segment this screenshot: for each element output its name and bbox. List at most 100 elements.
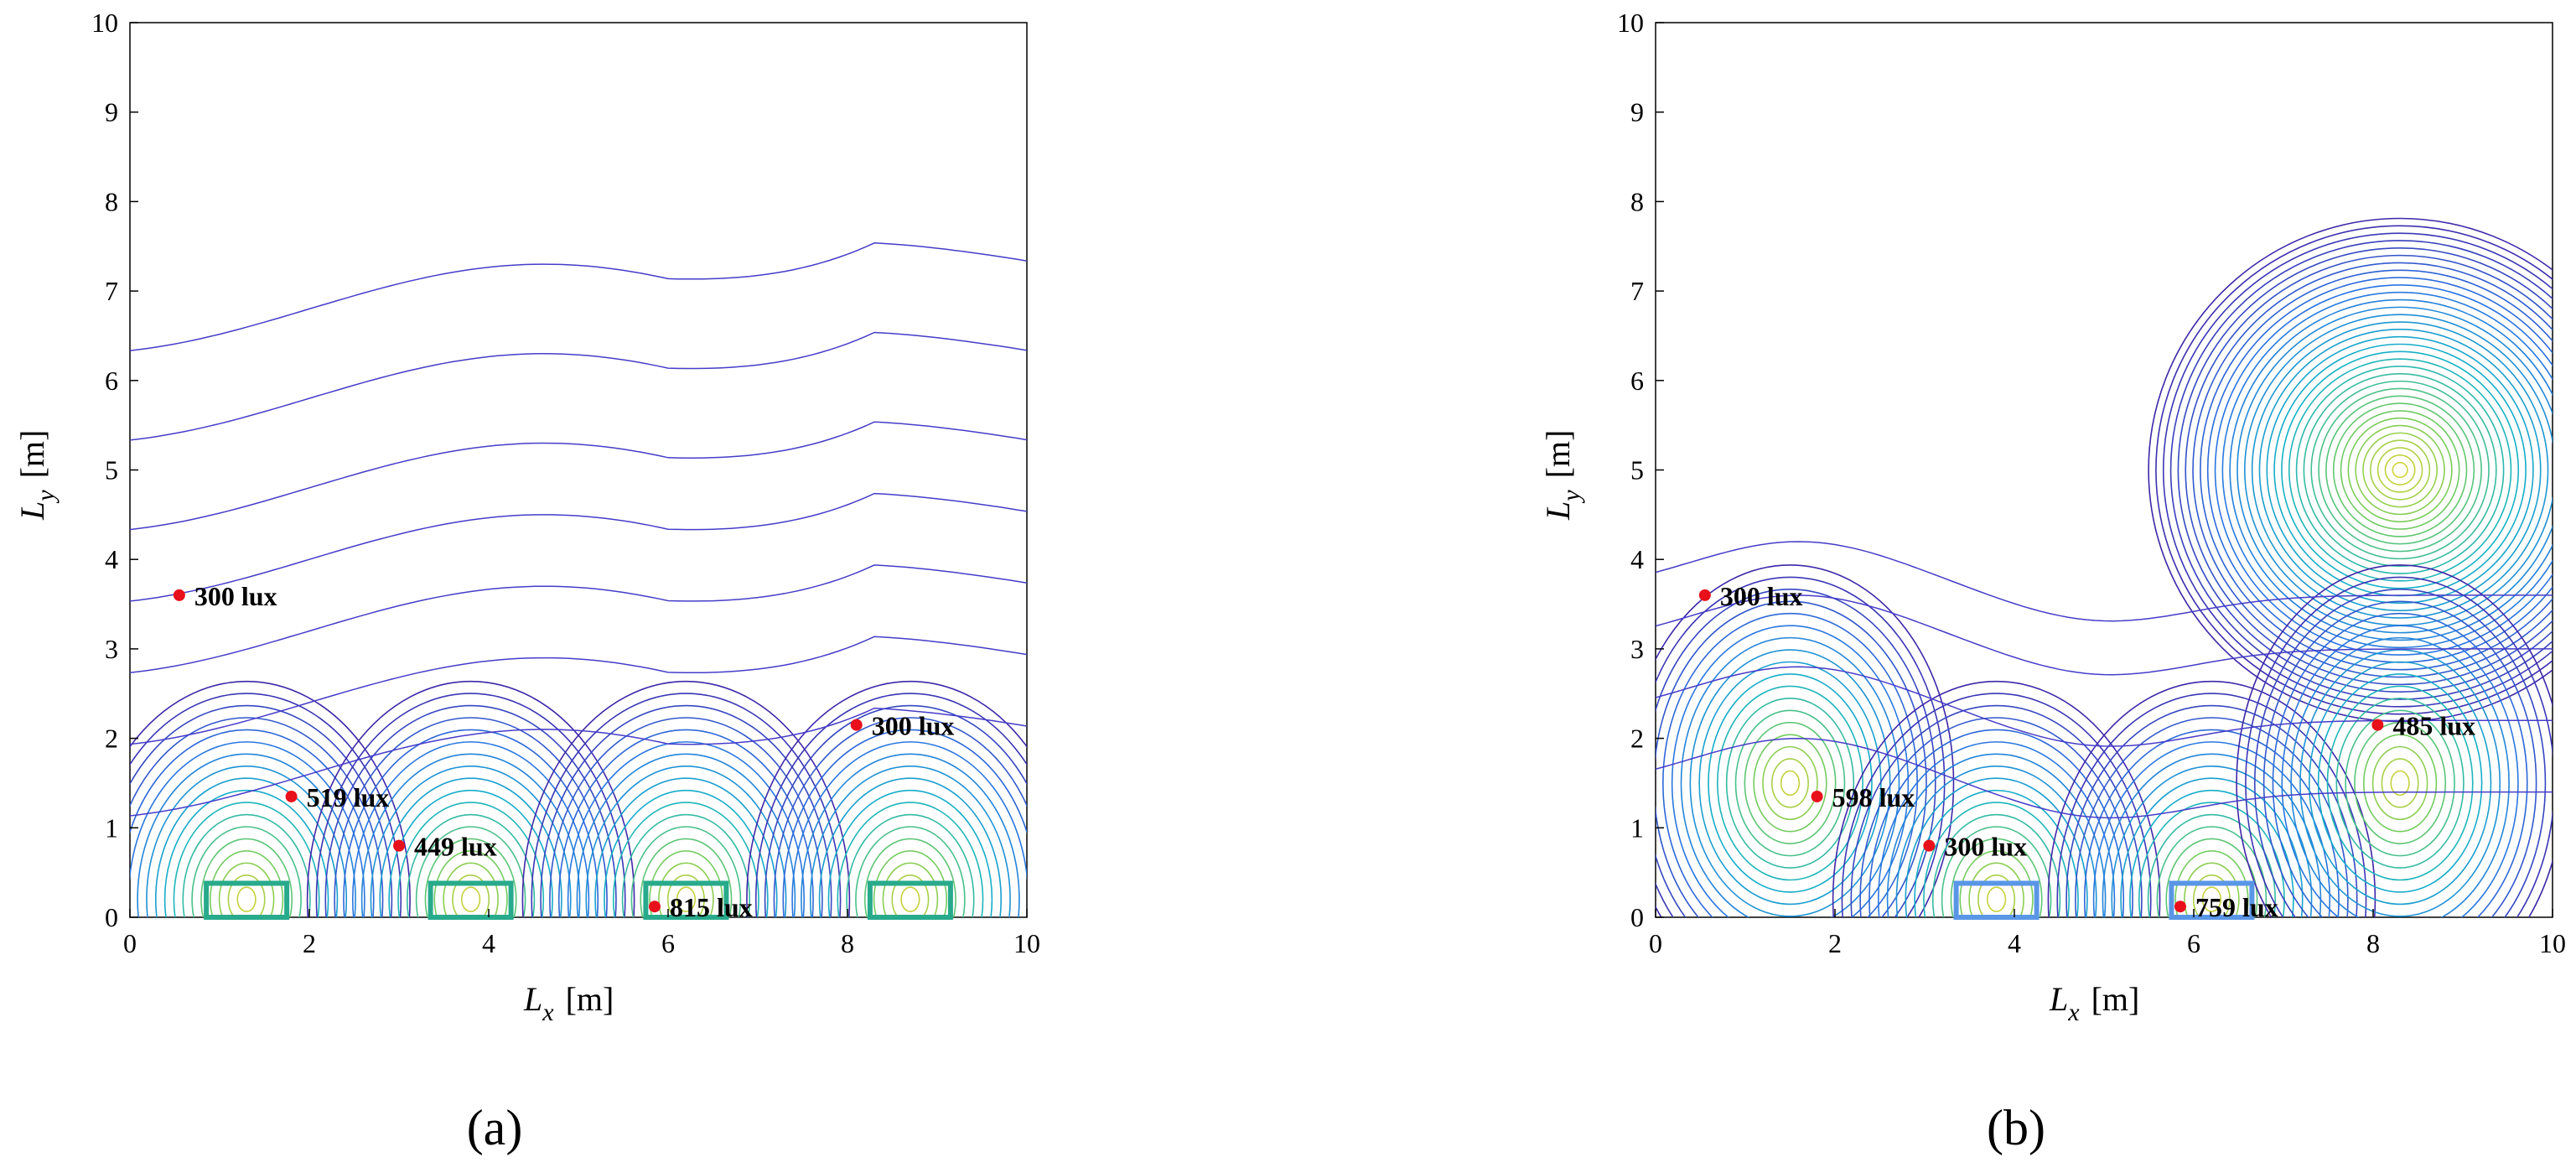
- contour-line: [2201, 886, 2222, 912]
- contour-line: [2185, 254, 2553, 686]
- contour-line: [1753, 734, 1827, 833]
- contour-line: [2177, 247, 2553, 693]
- luminaire-box: [204, 880, 290, 920]
- contour-line: [397, 802, 545, 917]
- contour-line: [2381, 758, 2419, 808]
- measurement-point: [2174, 901, 2186, 913]
- contour-line: [1656, 589, 1936, 917]
- contour-line: [443, 862, 499, 917]
- contour-line: [773, 717, 1027, 917]
- contour-line: [594, 777, 778, 917]
- contour-line: [2192, 262, 2553, 678]
- contour-line: [2065, 704, 2358, 917]
- contour-line: [2376, 447, 2423, 493]
- contour-line: [2120, 777, 2304, 917]
- x-tick-label: 10: [1013, 928, 1040, 958]
- contour-line: [2174, 850, 2249, 917]
- contour-line: [315, 693, 626, 917]
- x-tick-label: 8: [2366, 928, 2380, 958]
- contour-line: [2354, 721, 2447, 844]
- contour-line: [379, 777, 562, 917]
- y-axis-label-b: Ly[m]: [1539, 430, 1585, 521]
- contour-line: [2318, 387, 2482, 553]
- contour-line: [200, 838, 293, 917]
- contour-line: [370, 766, 572, 917]
- contour-line: [130, 729, 375, 917]
- contour-line: [1941, 826, 2052, 917]
- contour-line: [1656, 594, 2553, 676]
- contour-line: [2266, 335, 2534, 605]
- contour-line: [540, 704, 832, 917]
- contour-line: [801, 753, 1020, 917]
- contour-line: [415, 826, 526, 917]
- contour-line: [2156, 826, 2268, 917]
- contour-line: [2165, 838, 2258, 917]
- contour-line: [666, 874, 705, 917]
- contour-line: [2392, 461, 2408, 479]
- measurement-point: [285, 790, 298, 802]
- chart-panel-a: 0 2 4 6 8 10 0 1 2 3 4 5 6 7 8 9 10 300 lux 300 lux 519 l…: [13, 8, 1040, 1155]
- contour-line: [2237, 306, 2553, 634]
- contour-line: [352, 741, 590, 917]
- y-tick-label: 1: [105, 812, 118, 843]
- y-tick-label: 9: [1630, 97, 1644, 127]
- contour-line: [343, 729, 599, 917]
- contour-line: [676, 886, 697, 912]
- annotations-a: 300 lux 300 lux 519 lux 449 lux 815 lux: [173, 581, 955, 922]
- contour-line: [1708, 673, 1873, 893]
- contour-line: [130, 680, 411, 917]
- contour-line: [630, 826, 742, 917]
- contour-line: [2169, 240, 2553, 700]
- y-tick-label: 1: [1630, 812, 1644, 843]
- contour-line: [130, 242, 1027, 351]
- measurement-point: [648, 901, 661, 913]
- contours-a: [130, 242, 1027, 917]
- contour-line: [2308, 661, 2492, 906]
- contour-line: [130, 704, 393, 917]
- y-tick-label: 2: [1630, 724, 1644, 754]
- contour-line: [334, 717, 608, 917]
- contour-line: [1931, 813, 2061, 917]
- contour-line: [2355, 424, 2445, 516]
- contour-line: [855, 826, 966, 917]
- x-tick-label: 0: [123, 928, 137, 958]
- contour-line: [1762, 745, 1818, 821]
- contour-line: [621, 813, 751, 917]
- contour-line: [2262, 600, 2537, 917]
- contour-line: [2056, 693, 2367, 917]
- contour-line: [130, 717, 384, 917]
- light-sources-a: [204, 880, 953, 920]
- contour-line: [2340, 410, 2460, 530]
- lux-annotation: 300 lux: [872, 711, 955, 741]
- contour-line: [1671, 625, 1910, 917]
- contour-line: [2251, 321, 2549, 619]
- y-tick-label: 10: [1617, 8, 1644, 38]
- contour-line: [2288, 358, 2512, 582]
- panel-label-b: (b): [1987, 1100, 2045, 1155]
- contour-line: [2075, 717, 2349, 917]
- contour-line: [791, 741, 1027, 917]
- contour-line: [1878, 741, 2116, 917]
- y-tick-label: 6: [105, 366, 118, 396]
- contour-line: [2147, 813, 2277, 917]
- luminaire-box: [867, 880, 953, 920]
- contour-line: [236, 886, 257, 912]
- contour-line: [1656, 564, 1955, 917]
- contour-line: [2281, 350, 2520, 589]
- lux-annotation: 485 lux: [2392, 711, 2475, 741]
- contour-line: [388, 789, 553, 917]
- contour-line: [130, 707, 1027, 817]
- contour-line: [137, 753, 356, 917]
- x-tick-label: 4: [482, 928, 495, 958]
- x-tick-label: 4: [2008, 928, 2021, 958]
- contour-line: [130, 421, 1027, 531]
- contour-line: [2295, 366, 2505, 574]
- contour-line: [2345, 709, 2455, 857]
- contour-line: [521, 680, 851, 917]
- y-ticks-a: 0 1 2 3 4 5 6 7 8 9 10: [91, 8, 138, 932]
- contour-line: [182, 813, 311, 917]
- contour-line: [1950, 838, 2043, 917]
- lux-annotation: 598 lux: [1832, 782, 1915, 812]
- x-tick-label: 2: [303, 928, 316, 958]
- contour-line: [130, 693, 402, 917]
